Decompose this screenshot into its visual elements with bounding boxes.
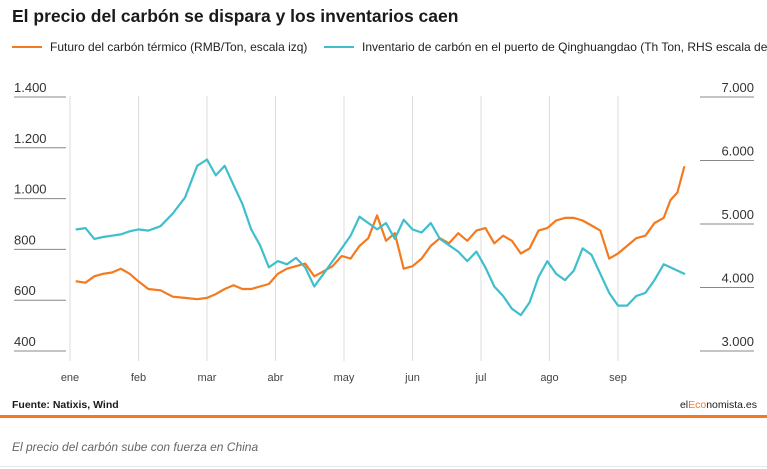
accent-divider: [0, 415, 767, 418]
x-tick-jul: jul: [474, 372, 486, 384]
y-right-tick-label: 3.000: [721, 334, 754, 349]
y-left-tick-label: 400: [14, 334, 36, 349]
x-tick-ago: ago: [540, 372, 558, 384]
y-left-tick-label: 600: [14, 283, 36, 298]
legend-label-inventory: Inventario de carbón en el puerto de Qin…: [362, 40, 767, 54]
y-right-tick-label: 6.000: [721, 144, 754, 159]
legend-item-inventory: Inventario de carbón en el puerto de Qin…: [324, 40, 767, 54]
y-right-tick-label: 4.000: [721, 271, 754, 286]
y-left-tick-label: 1.000: [14, 182, 47, 197]
legend-swatch-inventory: [324, 46, 354, 48]
legend-label-coal-price: Futuro del carbón térmico (RMB/Ton, esca…: [50, 40, 308, 54]
y-left-tick-label: 1.200: [14, 131, 47, 146]
legend-swatch-coal-price: [12, 46, 42, 48]
coal-chart: ene feb mar abr may jun jul ago sep 1.400 1.200 1.0…: [14, 80, 754, 384]
chart-title: El precio del carbón se dispara y los in…: [12, 6, 459, 26]
x-tick-sep: sep: [609, 372, 627, 384]
y-right-tick-label: 7.000: [721, 80, 754, 95]
inventory-line: [75, 158, 686, 317]
legend-item-coal-price: Futuro del carbón térmico (RMB/Ton, esca…: [12, 40, 307, 54]
y-left-tick-label: 1.400: [14, 80, 47, 95]
brand-logo: elEconomista.es: [679, 399, 757, 411]
y-left-tick-label: 800: [14, 232, 36, 247]
x-tick-ene: ene: [61, 372, 79, 384]
x-tick-jun: jun: [404, 372, 420, 384]
x-tick-may: may: [334, 372, 355, 384]
y-right-tick-label: 5.000: [721, 207, 754, 222]
x-tick-feb: feb: [131, 372, 146, 384]
x-tick-abr: abr: [268, 372, 284, 384]
x-tick-mar: mar: [198, 372, 217, 384]
source-note: Fuente: Natixis, Wind: [12, 399, 119, 411]
coal-price-line: [75, 166, 686, 301]
bottom-divider: [0, 466, 767, 467]
image-caption: El precio del carbón sube con fuerza en …: [12, 440, 259, 454]
